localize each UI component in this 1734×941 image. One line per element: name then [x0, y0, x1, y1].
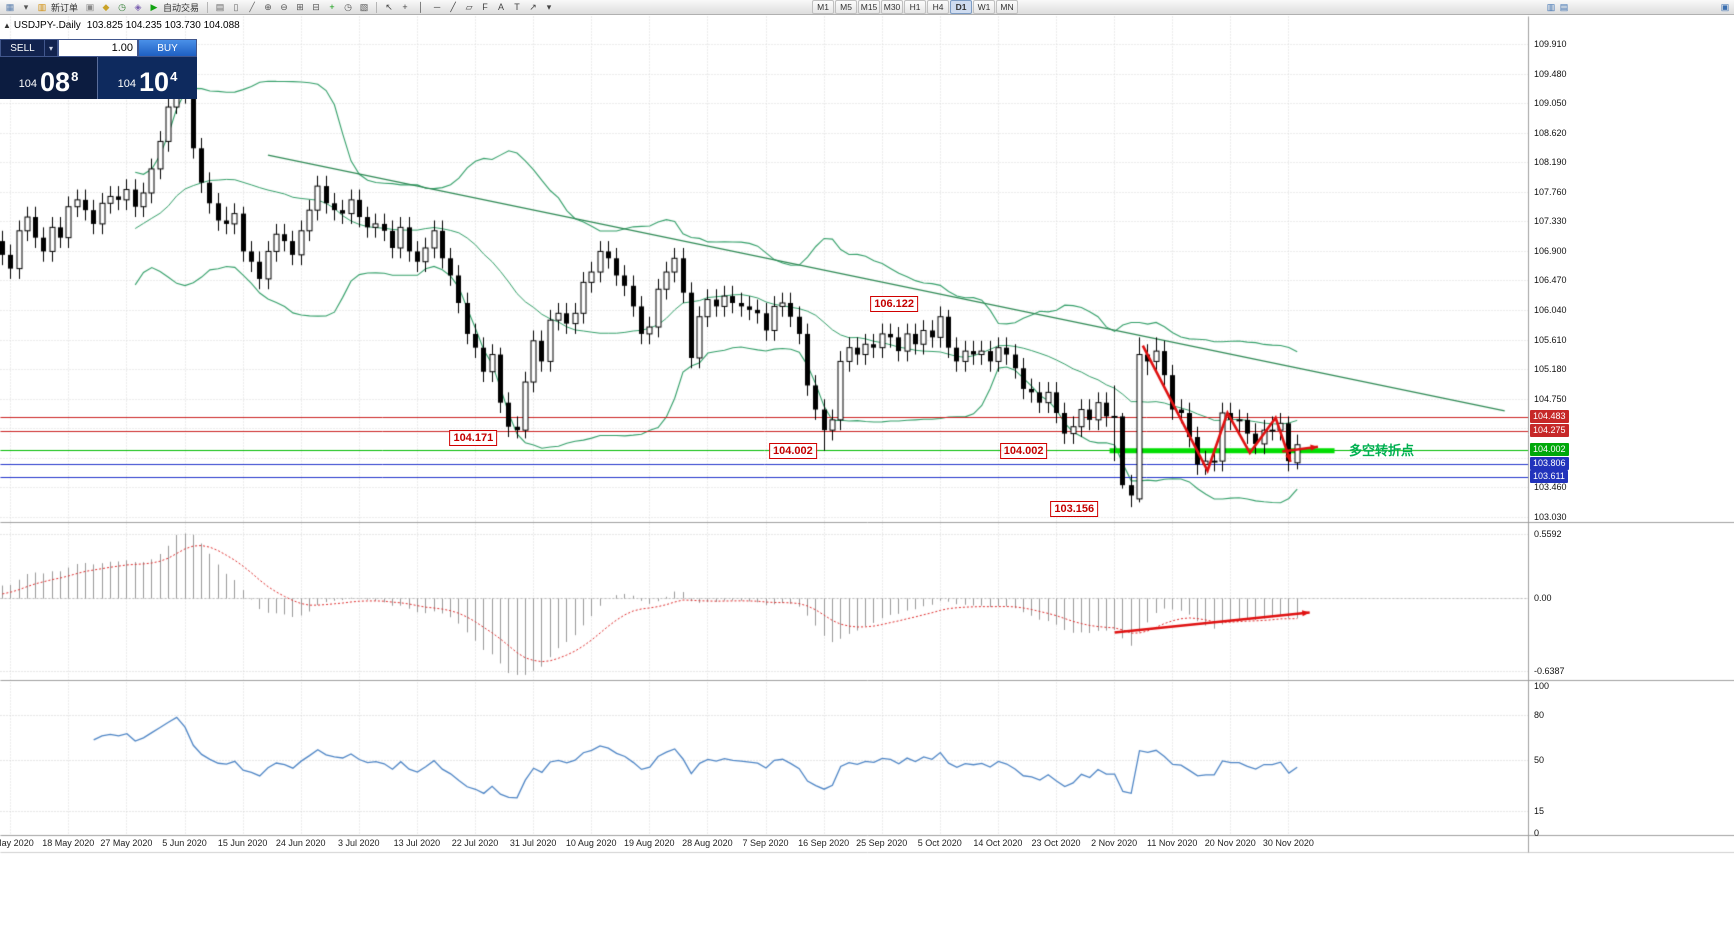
timeframe-h4[interactable]: H4 [927, 0, 950, 14]
zoom-in-icon[interactable]: ⊕ [264, 1, 272, 12]
toolbar-separator [207, 1, 209, 13]
auto-trading-button[interactable]: ▶ [150, 1, 158, 12]
bar-chart-icon[interactable]: ▤ [215, 1, 225, 12]
chart-shift-icon[interactable]: ▥ [1546, 2, 1556, 12]
sell-price-prefix: 104 [18, 78, 38, 91]
timeframe-d1[interactable]: D1 [950, 0, 973, 14]
data-window-icon[interactable]: ▣ [1720, 2, 1730, 12]
timeframe-mn[interactable]: MN [996, 0, 1019, 14]
label-icon[interactable]: T [514, 1, 520, 12]
timeframe-m30[interactable]: M30 [881, 0, 904, 14]
trendline-icon[interactable]: ╱ [450, 1, 456, 12]
toolbar: ▦ ▾ ▥ 新订单 ▣ ◆ ◷ ◈ ▶ 自动交易 ▤ ▯ ╱ ⊕ ⊖ ⊞ ⊟ + ◷ ▧ ↖ + │ ─ ╱ ▱ F A T ↗ ▾ M1 M5… [0, 0, 1734, 15]
panel-collapse-icon[interactable]: ▲ [3, 21, 11, 30]
timeframe-m5[interactable]: M5 [835, 0, 858, 14]
periods-icon[interactable]: ◷ [344, 1, 352, 12]
shapes-dropdown-icon[interactable]: ▾ [546, 1, 552, 12]
new-order-button-label[interactable]: 新订单 [51, 2, 79, 13]
symbol-chart-icon[interactable]: ▦ [5, 1, 15, 12]
templates-icon[interactable]: ▧ [359, 1, 369, 12]
chart-window-icon[interactable]: ▣ [85, 1, 95, 12]
timeframe-group: M1 M5 M15 M30 H1 H4 D1 W1 MN [812, 0, 1019, 14]
dropdown-caret-icon[interactable]: ▾ [23, 1, 29, 12]
timeframe-m1[interactable]: M1 [812, 0, 835, 14]
horizontal-line-icon[interactable]: ─ [433, 1, 441, 12]
sell-price-big: 08 [40, 67, 71, 98]
timeframe-m15[interactable]: M15 [858, 0, 881, 14]
buy-price[interactable]: 104 10 4 [98, 57, 197, 99]
candlestick-chart-icon[interactable]: ▯ [233, 1, 239, 12]
history-center-icon[interactable]: ◷ [118, 1, 126, 12]
arrows-tool-icon[interactable]: ↗ [529, 1, 537, 12]
indicators-icon[interactable]: + [329, 1, 335, 12]
chart-title: ▲ USDJPY-.Daily 103.825 104.235 103.730 10… [3, 20, 240, 31]
auto-trading-button-label[interactable]: 自动交易 [163, 2, 200, 13]
buy-button[interactable]: BUY [138, 39, 197, 57]
crosshair-icon[interactable]: + [402, 1, 408, 12]
auto-scroll-icon[interactable]: ▤ [1559, 2, 1569, 12]
text-icon[interactable]: A [498, 1, 505, 12]
volume-input[interactable] [58, 39, 138, 57]
ohlc-values: 103.825 104.235 103.730 104.088 [86, 20, 240, 31]
new-order-button[interactable]: ▥ [37, 1, 47, 12]
line-chart-icon[interactable]: ╱ [249, 1, 255, 12]
toolbar-separator [376, 1, 378, 13]
alert-icon[interactable]: ◆ [102, 1, 110, 12]
cascade-windows-icon[interactable]: ⊟ [312, 1, 320, 12]
vertical-line-icon[interactable]: │ [418, 1, 424, 12]
timeframe-h1[interactable]: H1 [904, 0, 927, 14]
sell-price-sup: 8 [71, 69, 79, 84]
buy-price-sup: 4 [170, 69, 178, 84]
tile-windows-icon[interactable]: ⊞ [296, 1, 304, 12]
strategy-tester-icon[interactable]: ● [1729, 1, 1734, 14]
sell-price[interactable]: 104 08 8 [0, 57, 98, 99]
zoom-out-icon[interactable]: ⊖ [280, 1, 288, 12]
buy-price-big: 10 [139, 67, 170, 98]
timeframe-w1[interactable]: W1 [973, 0, 996, 14]
navigator-icon[interactable]: ◈ [134, 1, 142, 12]
buy-price-prefix: 104 [117, 78, 137, 91]
lot-dropdown-icon[interactable]: ▾ [45, 39, 58, 57]
fibonacci-icon[interactable]: F [482, 1, 488, 12]
sell-button[interactable]: SELL [0, 39, 45, 57]
symbol-period-label: USDJPY-.Daily [13, 20, 81, 31]
cursor-icon[interactable]: ↖ [385, 1, 393, 12]
channel-icon[interactable]: ▱ [465, 1, 473, 12]
